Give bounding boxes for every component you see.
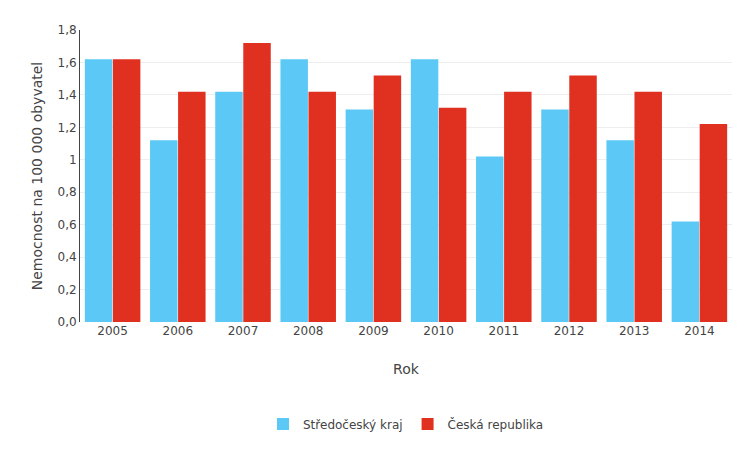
svg-text:2013: 2013 [619,324,650,338]
svg-text:2006: 2006 [163,324,194,338]
svg-text:Rok: Rok [393,361,420,377]
svg-text:1,8: 1,8 [58,23,77,37]
svg-text:2009: 2009 [358,324,389,338]
svg-text:Česká republika: Česká republika [448,417,544,432]
svg-text:0,6: 0,6 [58,218,77,232]
svg-text:2005: 2005 [97,324,128,338]
svg-text:0,2: 0,2 [58,283,77,297]
svg-text:2014: 2014 [684,324,715,338]
svg-text:2008: 2008 [293,324,324,338]
svg-text:2010: 2010 [423,324,454,338]
svg-text:2012: 2012 [554,324,585,338]
svg-text:Nemocnost na 100 000 obyvatel: Nemocnost na 100 000 obyvatel [29,62,45,291]
svg-text:0,8: 0,8 [58,185,77,199]
svg-text:0,4: 0,4 [58,250,77,264]
svg-text:2011: 2011 [489,324,520,338]
svg-text:1,4: 1,4 [58,88,77,102]
svg-text:1: 1 [69,153,77,167]
svg-text:Středočeský kraj: Středočeský kraj [303,418,403,432]
svg-text:1,2: 1,2 [58,121,77,135]
svg-text:0,0: 0,0 [58,315,77,329]
svg-text:1,6: 1,6 [58,56,77,70]
svg-text:2007: 2007 [228,324,259,338]
